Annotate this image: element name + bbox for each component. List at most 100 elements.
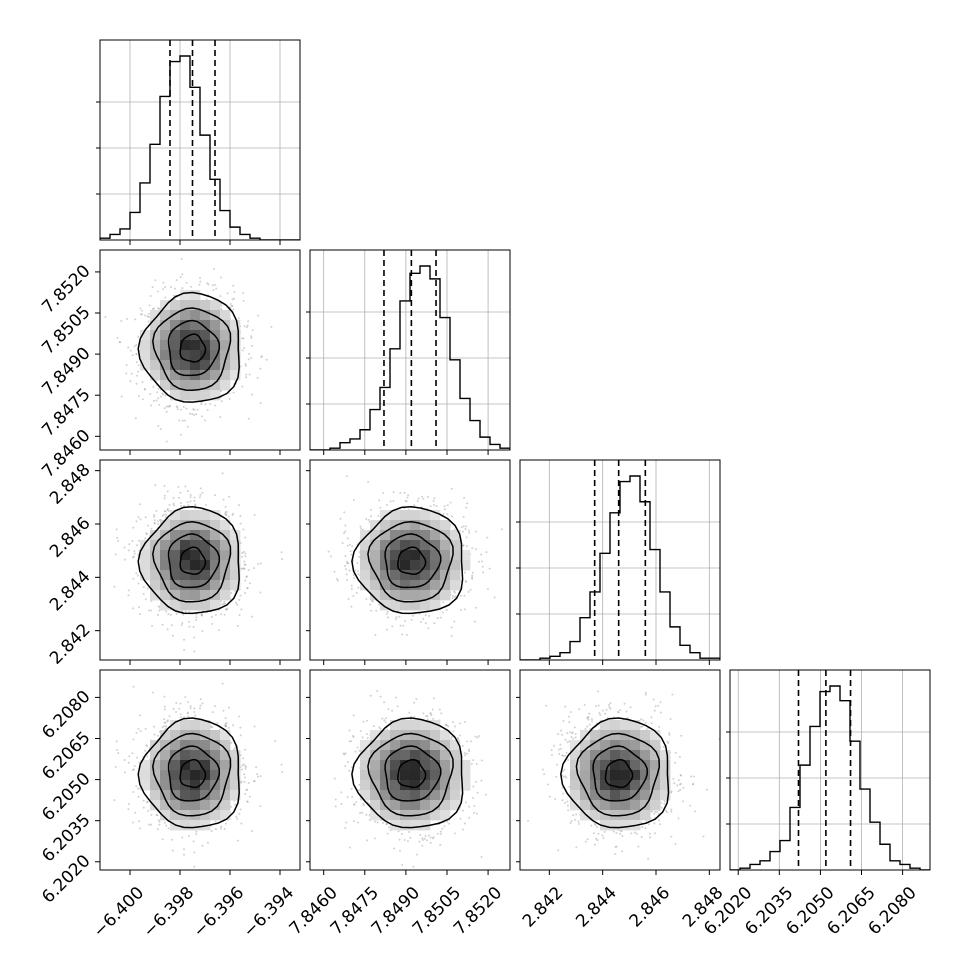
density-cell [370, 570, 381, 581]
sample-point [259, 775, 262, 778]
sample-point [243, 325, 246, 328]
sample-point [392, 499, 395, 502]
sample-point [348, 543, 351, 546]
sample-point [135, 361, 138, 364]
contour-level-0 [179, 546, 207, 576]
sample-point [195, 830, 198, 833]
sample-point [150, 609, 153, 612]
density-cell [430, 580, 441, 591]
sample-point [212, 288, 215, 291]
sample-point [162, 393, 165, 396]
sample-point [247, 358, 250, 361]
density-cell [200, 530, 211, 541]
density-cell [230, 560, 241, 571]
sample-point [172, 504, 175, 507]
sample-point [189, 412, 192, 415]
sample-point [424, 614, 427, 617]
sample-point [228, 398, 231, 401]
density-cell [180, 350, 191, 361]
sample-point [115, 528, 118, 531]
density-cell [150, 340, 161, 351]
density-cell [200, 370, 211, 381]
sample-point [213, 267, 216, 270]
contour-level-3 [351, 505, 464, 615]
sample-point [344, 564, 347, 567]
sample-point [246, 587, 249, 590]
sample-point [237, 715, 240, 718]
density-cell [190, 330, 201, 341]
density-cell [230, 550, 241, 561]
sample-point [369, 508, 372, 511]
contours [137, 505, 240, 615]
sample-point [176, 406, 179, 409]
density-cell [380, 590, 391, 601]
density-cell [160, 560, 171, 571]
sample-point [147, 609, 150, 612]
sample-point [242, 292, 245, 295]
sample-point [162, 281, 165, 284]
sample-point [167, 827, 170, 830]
sample-point [194, 504, 197, 507]
density-cell [180, 590, 191, 601]
sample-point [432, 499, 435, 502]
sample-point [441, 611, 444, 614]
density-cell [370, 550, 381, 561]
sample-point [156, 520, 159, 523]
sample-point [138, 606, 141, 609]
density-cell [380, 510, 391, 521]
sample-point [398, 615, 401, 618]
sample-point [127, 346, 130, 349]
sample-point [493, 596, 496, 599]
sample-point [164, 721, 167, 724]
sample-point [155, 509, 158, 512]
density-cell [420, 510, 431, 521]
sample-point [163, 484, 166, 487]
sample-point [358, 555, 361, 558]
sample-point [180, 257, 183, 260]
sample-point [189, 500, 192, 503]
sample-point [182, 613, 185, 616]
density-cell [220, 520, 231, 531]
sample-point [374, 633, 377, 636]
density-cell [140, 330, 151, 341]
sample-point [193, 636, 196, 639]
density-cell [190, 510, 201, 521]
sample-point [354, 569, 357, 572]
sample-point [153, 514, 156, 517]
sample-point [250, 335, 253, 338]
sample-point [463, 446, 465, 448]
sample-point [256, 376, 259, 379]
sample-point [167, 509, 170, 512]
sample-point [165, 410, 168, 413]
sample-point [164, 515, 167, 518]
density-cell [190, 340, 201, 351]
density-cell [160, 550, 171, 561]
sample-point [158, 403, 161, 406]
sample-point [240, 567, 243, 570]
sample-point [453, 596, 456, 599]
sample-point [352, 573, 355, 576]
density-cell [220, 310, 231, 321]
sample-point [160, 395, 163, 398]
sample-point [416, 500, 419, 503]
sample-point [350, 584, 353, 587]
panel-frame [99, 39, 301, 241]
sample-point [156, 290, 159, 293]
sample-point [227, 515, 230, 518]
sample-point [244, 579, 247, 582]
sample-point [167, 518, 170, 521]
sample-point [359, 525, 362, 528]
contour-level-3 [137, 505, 240, 615]
sample-point [183, 638, 186, 641]
contour-level-2 [152, 521, 232, 603]
sample-point [462, 525, 465, 528]
histogram-1 [310, 265, 510, 450]
sample-point [223, 602, 226, 605]
density-cells [140, 510, 241, 611]
sample-point [260, 356, 263, 359]
sample-point [152, 385, 155, 388]
density-cell [430, 550, 441, 561]
sample-point [419, 620, 422, 623]
sample-point [468, 531, 471, 534]
